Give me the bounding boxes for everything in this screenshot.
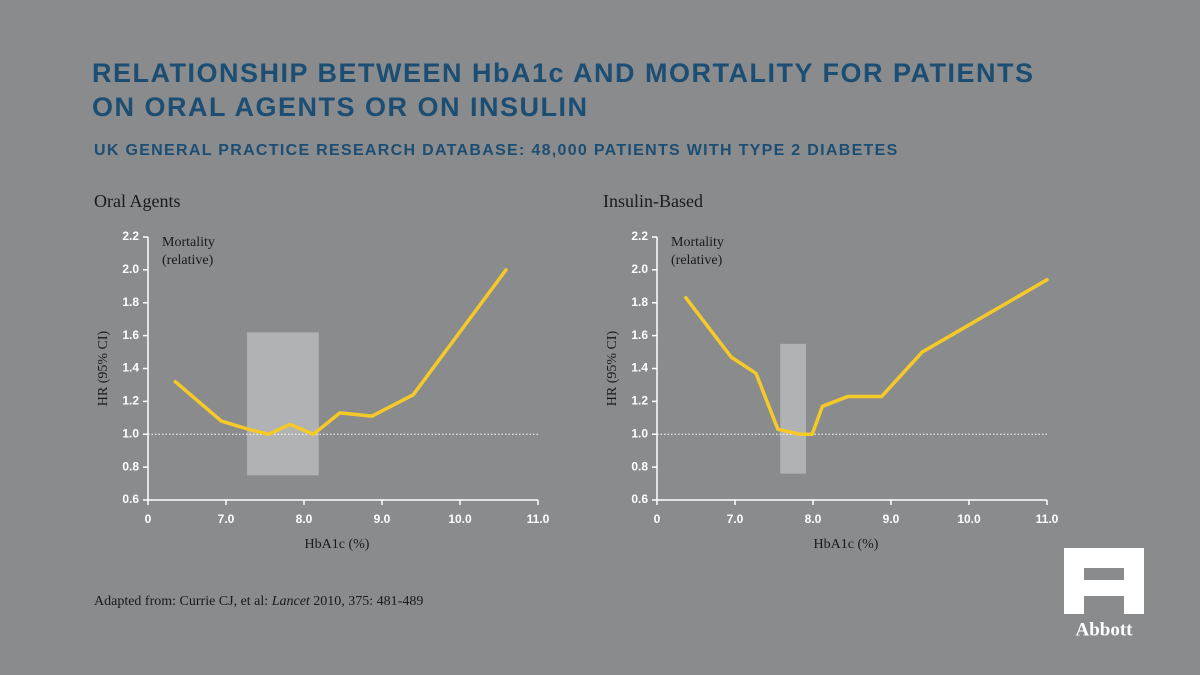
y-axis-label: HR (95% CI) xyxy=(96,330,111,406)
x-tick-label: 10.0 xyxy=(957,512,981,526)
x-axis-label: HbA1c (%) xyxy=(305,537,370,552)
y-tick-label: 1.8 xyxy=(631,295,648,309)
highlight-band xyxy=(780,343,806,474)
y-tick-label: 2.0 xyxy=(122,262,139,276)
abbott-logo: Abbott xyxy=(1064,548,1144,640)
x-tick-label: 11.0 xyxy=(1036,512,1059,526)
x-tick-label: 10.0 xyxy=(448,512,472,526)
highlight-band xyxy=(247,332,319,476)
x-tick-label: 0 xyxy=(145,512,152,526)
x-tick-label: 7.0 xyxy=(218,512,235,526)
chart-title: Insulin-Based xyxy=(603,191,703,211)
y-tick-label: 1.6 xyxy=(631,328,648,342)
source-text: 2010, 375: 481-489 xyxy=(313,594,424,609)
title-line: RELATIONSHIP BETWEEN HbA1c AND MORTALITY… xyxy=(92,58,1035,88)
y-tick-label: 1.2 xyxy=(631,394,648,408)
y-tick-label: 1.4 xyxy=(631,361,648,375)
y-tick-label: 1.8 xyxy=(122,295,139,309)
chart: Oral Agents Mortality (relative) 0.6 0.8 1.0 1… xyxy=(94,191,550,552)
y-tick-label: 2.2 xyxy=(122,229,139,243)
y-tick-label: 0.6 xyxy=(631,492,648,506)
annotation: (relative) xyxy=(671,253,723,268)
source-journal: Lancet xyxy=(271,594,310,609)
y-tick-label: 0.6 xyxy=(122,492,139,506)
logo-text: Abbott xyxy=(1075,619,1133,640)
source-text: Adapted from: Currie CJ, et al: xyxy=(94,594,269,609)
y-tick-label: 1.2 xyxy=(122,394,139,408)
annotation: Mortality xyxy=(671,235,724,250)
x-tick-label: 11.0 xyxy=(527,512,550,526)
y-axis-label: HR (95% CI) xyxy=(605,330,620,406)
y-tick-label: 0.8 xyxy=(122,459,139,473)
y-tick-label: 2.0 xyxy=(631,262,648,276)
y-tick-label: 1.0 xyxy=(122,426,139,440)
y-tick-label: 2.2 xyxy=(631,229,648,243)
chart: Insulin-Based Mortality (relative) 0.6 0.8 1.… xyxy=(603,191,1059,552)
x-tick-label: 7.0 xyxy=(727,512,744,526)
source: Adapted from: Currie CJ, et al: Lancet 2… xyxy=(94,594,423,610)
chart-title: Oral Agents xyxy=(94,191,180,211)
logo-mark xyxy=(1064,548,1144,614)
title-line: ON ORAL AGENTS OR ON INSULIN xyxy=(92,92,589,122)
y-tick-label: 1.4 xyxy=(122,361,139,375)
data-line xyxy=(684,277,1049,436)
x-tick-label: 8.0 xyxy=(296,512,313,526)
x-tick-label: 9.0 xyxy=(883,512,900,526)
x-tick-label: 0 xyxy=(654,512,661,526)
subtitle: UK GENERAL PRACTICE RESEARCH DATABASE: 4… xyxy=(94,142,899,159)
y-tick-label: 1.0 xyxy=(631,426,648,440)
y-tick-label: 1.6 xyxy=(122,328,139,342)
x-tick-label: 9.0 xyxy=(374,512,391,526)
data-line xyxy=(173,268,508,436)
annotation: (relative) xyxy=(162,253,214,268)
y-tick-label: 0.8 xyxy=(631,459,648,473)
annotation: Mortality xyxy=(162,235,215,250)
x-axis-label: HbA1c (%) xyxy=(814,537,879,552)
x-tick-label: 8.0 xyxy=(805,512,822,526)
